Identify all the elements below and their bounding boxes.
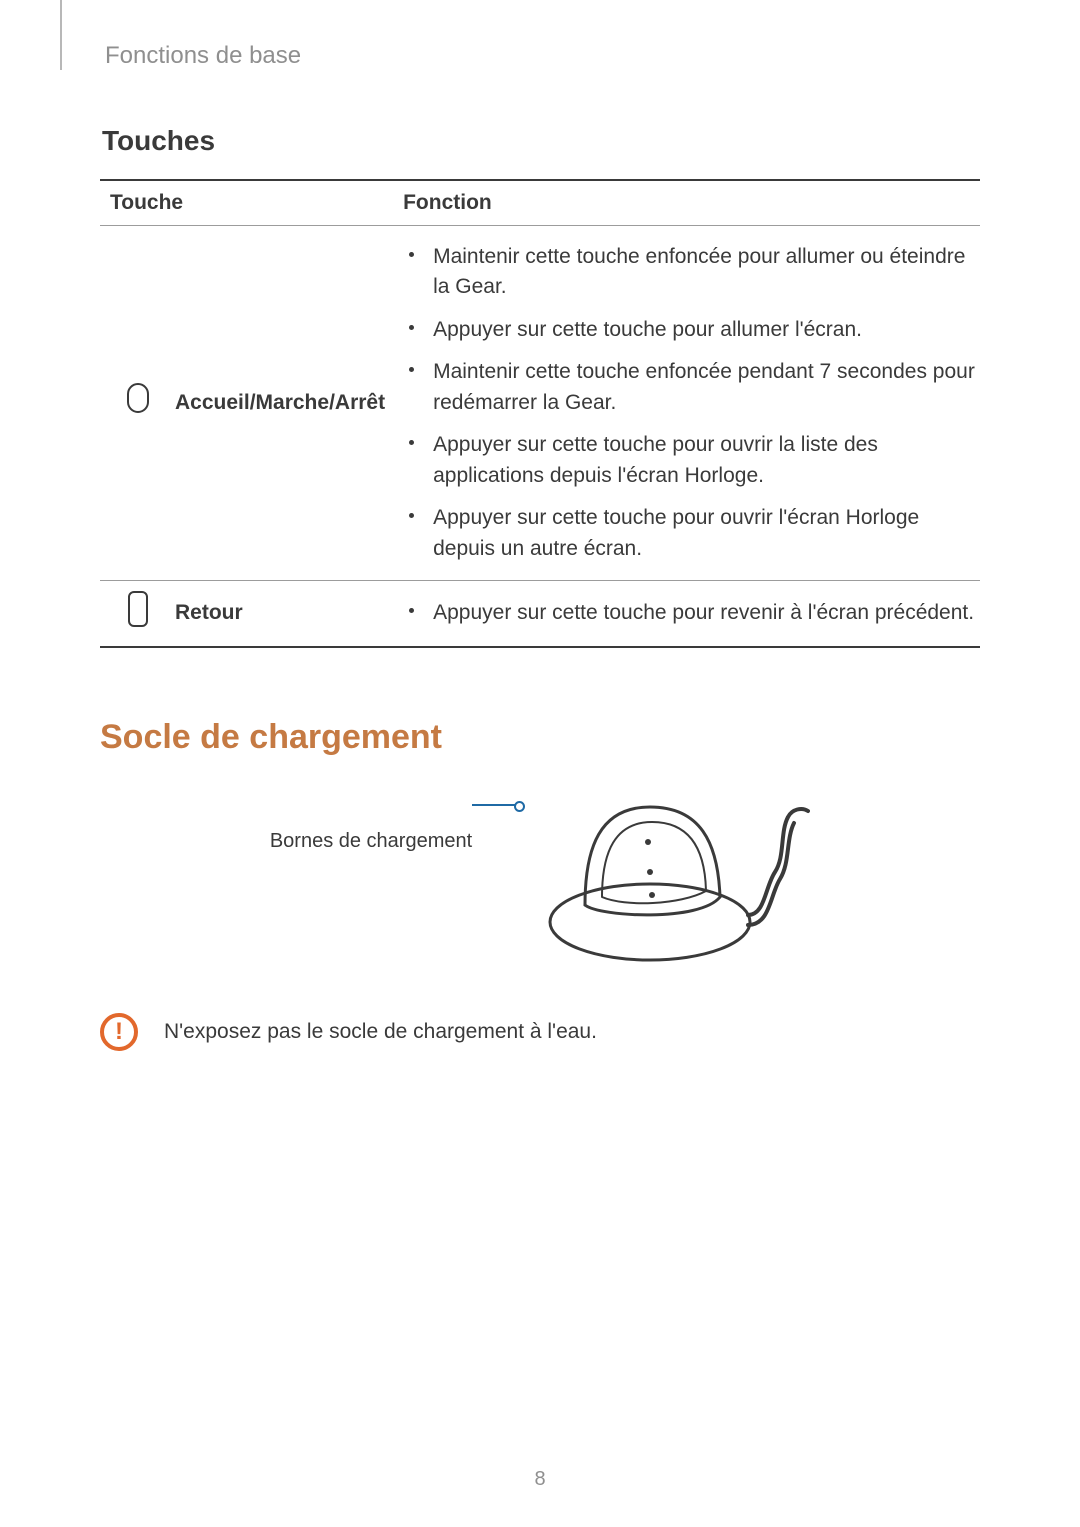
function-item: Maintenir cette touche enfoncée pendant … bbox=[403, 351, 976, 424]
touches-heading: Touches bbox=[102, 125, 980, 157]
function-list: Appuyer sur cette touche pour revenir à … bbox=[403, 592, 976, 634]
function-item: Appuyer sur cette touche pour ouvrir l'é… bbox=[403, 497, 976, 570]
key-label: Retour bbox=[175, 580, 393, 647]
keys-table: Touche Fonction Accueil/Marche/Arrêt Mai… bbox=[100, 179, 980, 648]
key-label: Accueil/Marche/Arrêt bbox=[175, 226, 393, 581]
key-icon-cell bbox=[100, 580, 175, 647]
function-item: Appuyer sur cette touche pour allumer l'… bbox=[403, 309, 976, 351]
manual-page: Fonctions de base Touches Touche Fonctio… bbox=[0, 0, 1080, 1527]
key-functions-cell: Maintenir cette touche enfoncée pour all… bbox=[393, 226, 980, 581]
function-list: Maintenir cette touche enfoncée pour all… bbox=[403, 236, 976, 570]
caution-text: N'exposez pas le socle de chargement à l… bbox=[164, 1020, 597, 1044]
diagram-label: Bornes de chargement bbox=[270, 830, 472, 853]
socle-heading: Socle de chargement bbox=[100, 718, 980, 757]
key-functions-cell: Appuyer sur cette touche pour revenir à … bbox=[393, 580, 980, 647]
diagram-label-wrap: Bornes de chargement bbox=[270, 830, 518, 853]
home-power-button-icon bbox=[127, 383, 149, 413]
table-row: Retour Appuyer sur cette touche pour rev… bbox=[100, 580, 980, 647]
col-header-touche: Touche bbox=[100, 180, 393, 226]
charging-dock-icon bbox=[530, 787, 810, 967]
table-row: Accueil/Marche/Arrêt Maintenir cette tou… bbox=[100, 226, 980, 581]
breadcrumb: Fonctions de base bbox=[105, 42, 980, 70]
caution-icon: ! bbox=[100, 1013, 138, 1051]
function-item: Maintenir cette touche enfoncée pour all… bbox=[403, 236, 976, 309]
charging-dock-diagram: Bornes de chargement bbox=[100, 787, 980, 967]
page-number: 8 bbox=[0, 1468, 1080, 1491]
back-button-icon bbox=[128, 591, 148, 627]
key-icon-cell bbox=[100, 226, 175, 581]
function-item: Appuyer sur cette touche pour ouvrir la … bbox=[403, 424, 976, 497]
col-header-fonction: Fonction bbox=[393, 180, 980, 226]
caution-note: ! N'exposez pas le socle de chargement à… bbox=[100, 1013, 980, 1051]
header-vertical-rule bbox=[60, 0, 62, 70]
function-item: Appuyer sur cette touche pour revenir à … bbox=[403, 592, 976, 634]
leader-line bbox=[472, 804, 518, 806]
